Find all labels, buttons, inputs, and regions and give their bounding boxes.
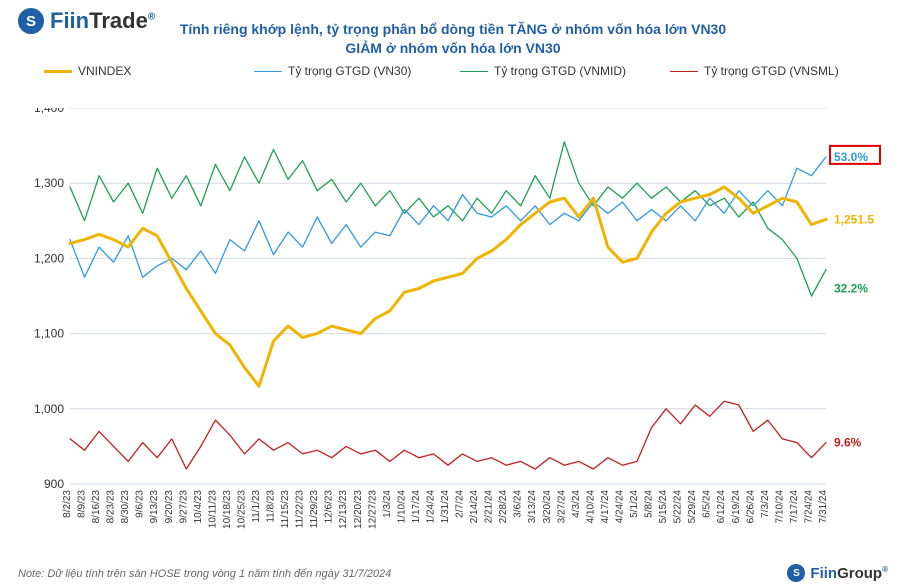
svg-text:9.6%: 9.6% bbox=[834, 436, 862, 450]
svg-text:5/1/24: 5/1/24 bbox=[629, 490, 640, 518]
svg-text:6/12/24: 6/12/24 bbox=[716, 490, 727, 524]
legend-swatch bbox=[254, 71, 282, 72]
legend-item-vnsml: Tỷ trọng GTGD (VNSML) bbox=[670, 64, 850, 78]
svg-text:32.2%: 32.2% bbox=[834, 281, 868, 295]
svg-text:4/24/24: 4/24/24 bbox=[614, 490, 625, 524]
svg-text:6/5/24: 6/5/24 bbox=[702, 490, 713, 518]
svg-text:2/7/24: 2/7/24 bbox=[455, 490, 466, 518]
legend-item-vn30: Tỷ trọng GTGD (VN30) bbox=[254, 64, 434, 78]
svg-text:1,000: 1,000 bbox=[34, 402, 64, 416]
legend-item-vnmid: Tỷ trọng GTGD (VNMID) bbox=[460, 64, 640, 78]
svg-text:4/10/24: 4/10/24 bbox=[585, 490, 596, 524]
svg-text:53.0%: 53.0% bbox=[834, 150, 868, 164]
svg-text:8/30/23: 8/30/23 bbox=[120, 490, 131, 524]
svg-text:8/9/23: 8/9/23 bbox=[77, 490, 88, 518]
svg-text:9/6/23: 9/6/23 bbox=[135, 490, 146, 518]
svg-text:2/14/24: 2/14/24 bbox=[469, 490, 480, 524]
svg-text:6/26/24: 6/26/24 bbox=[745, 490, 756, 524]
svg-text:11/29/23: 11/29/23 bbox=[309, 490, 320, 529]
svg-text:11/8/23: 11/8/23 bbox=[266, 490, 277, 523]
svg-text:6/19/24: 6/19/24 bbox=[731, 490, 742, 524]
svg-text:3/13/24: 3/13/24 bbox=[527, 490, 538, 524]
svg-text:7/24/24: 7/24/24 bbox=[803, 490, 814, 524]
svg-text:1,400: 1,400 bbox=[34, 108, 64, 115]
legend-label: Tỷ trọng GTGD (VN30) bbox=[288, 64, 411, 78]
svg-text:1,200: 1,200 bbox=[34, 251, 64, 265]
svg-text:4/17/24: 4/17/24 bbox=[600, 490, 611, 524]
legend-swatch bbox=[460, 71, 488, 72]
svg-text:3/27/24: 3/27/24 bbox=[556, 490, 567, 524]
legend-label: Tỷ trọng GTGD (VNSML) bbox=[704, 64, 839, 78]
svg-text:12/13/23: 12/13/23 bbox=[338, 490, 349, 529]
svg-text:5/29/24: 5/29/24 bbox=[687, 490, 698, 524]
svg-text:1,100: 1,100 bbox=[34, 327, 64, 341]
svg-text:3/20/24: 3/20/24 bbox=[542, 490, 553, 524]
legend-swatch bbox=[44, 70, 72, 73]
svg-text:7/3/24: 7/3/24 bbox=[760, 490, 771, 518]
svg-text:12/20/23: 12/20/23 bbox=[353, 490, 364, 529]
svg-text:2/28/24: 2/28/24 bbox=[498, 490, 509, 524]
svg-text:1/31/24: 1/31/24 bbox=[440, 490, 451, 524]
svg-text:11/22/23: 11/22/23 bbox=[295, 490, 306, 529]
svg-text:3/6/24: 3/6/24 bbox=[513, 490, 524, 518]
chart-title: Tính riêng khớp lệnh, tỷ trọng phân bổ d… bbox=[0, 20, 906, 58]
svg-text:8/23/23: 8/23/23 bbox=[106, 490, 117, 524]
svg-text:5/8/24: 5/8/24 bbox=[644, 490, 655, 518]
svg-text:9/27/23: 9/27/23 bbox=[178, 490, 189, 524]
svg-text:10/25/23: 10/25/23 bbox=[236, 490, 247, 529]
svg-text:12/6/23: 12/6/23 bbox=[324, 490, 335, 524]
svg-text:1/10/24: 1/10/24 bbox=[396, 490, 407, 524]
svg-text:10/18/23: 10/18/23 bbox=[222, 490, 233, 529]
svg-text:1/17/24: 1/17/24 bbox=[411, 490, 422, 524]
legend-swatch bbox=[670, 71, 698, 72]
svg-text:4/3/24: 4/3/24 bbox=[571, 490, 582, 518]
legend-item-vnindex: VNINDEX bbox=[44, 64, 224, 78]
legend-label: VNINDEX bbox=[78, 64, 131, 78]
svg-text:9/20/23: 9/20/23 bbox=[164, 490, 175, 524]
legend-label: Tỷ trọng GTGD (VNMID) bbox=[494, 64, 626, 78]
brand-logo-icon: S bbox=[787, 564, 805, 582]
chart-title-line1: Tính riêng khớp lệnh, tỷ trọng phân bổ d… bbox=[0, 20, 906, 39]
chart-title-line2: GIẢM ở nhóm vốn hóa lớn VN30 bbox=[0, 39, 906, 58]
svg-text:1/3/24: 1/3/24 bbox=[382, 490, 393, 518]
svg-text:7/31/24: 7/31/24 bbox=[818, 490, 829, 524]
svg-text:11/1/23: 11/1/23 bbox=[251, 490, 262, 523]
svg-text:7/17/24: 7/17/24 bbox=[789, 490, 800, 524]
svg-text:1,251.5: 1,251.5 bbox=[834, 212, 874, 226]
svg-text:8/2/23: 8/2/23 bbox=[62, 490, 73, 518]
brand-logo-text: FiinGroup® bbox=[810, 565, 888, 582]
chart-svg: 900 1,000 1,100 1,200 1,300 1,400 8/2/23 8/9/2… bbox=[18, 108, 888, 540]
svg-text:900: 900 bbox=[44, 477, 64, 491]
svg-text:5/15/24: 5/15/24 bbox=[658, 490, 669, 524]
legend: VNINDEX Tỷ trọng GTGD (VN30) Tỷ trọng GT… bbox=[0, 64, 850, 78]
svg-text:11/15/23: 11/15/23 bbox=[280, 490, 291, 529]
svg-text:9/13/23: 9/13/23 bbox=[149, 490, 160, 524]
chart-area: 900 1,000 1,100 1,200 1,300 1,400 8/2/23 8/9/2… bbox=[18, 108, 888, 540]
svg-text:2/21/24: 2/21/24 bbox=[484, 490, 495, 524]
svg-text:1/24/24: 1/24/24 bbox=[425, 490, 436, 524]
svg-text:10/4/23: 10/4/23 bbox=[193, 490, 204, 524]
svg-text:1,300: 1,300 bbox=[34, 176, 64, 190]
svg-text:12/27/23: 12/27/23 bbox=[367, 490, 378, 529]
footnote: Note: Dữ liệu tính trên sàn HOSE trong v… bbox=[18, 568, 391, 580]
svg-text:8/16/23: 8/16/23 bbox=[91, 490, 102, 524]
svg-text:5/22/24: 5/22/24 bbox=[673, 490, 684, 524]
svg-text:10/11/23: 10/11/23 bbox=[207, 490, 218, 529]
brand-logo-bottom: S FiinGroup® bbox=[787, 564, 888, 582]
svg-text:7/10/24: 7/10/24 bbox=[774, 490, 785, 524]
